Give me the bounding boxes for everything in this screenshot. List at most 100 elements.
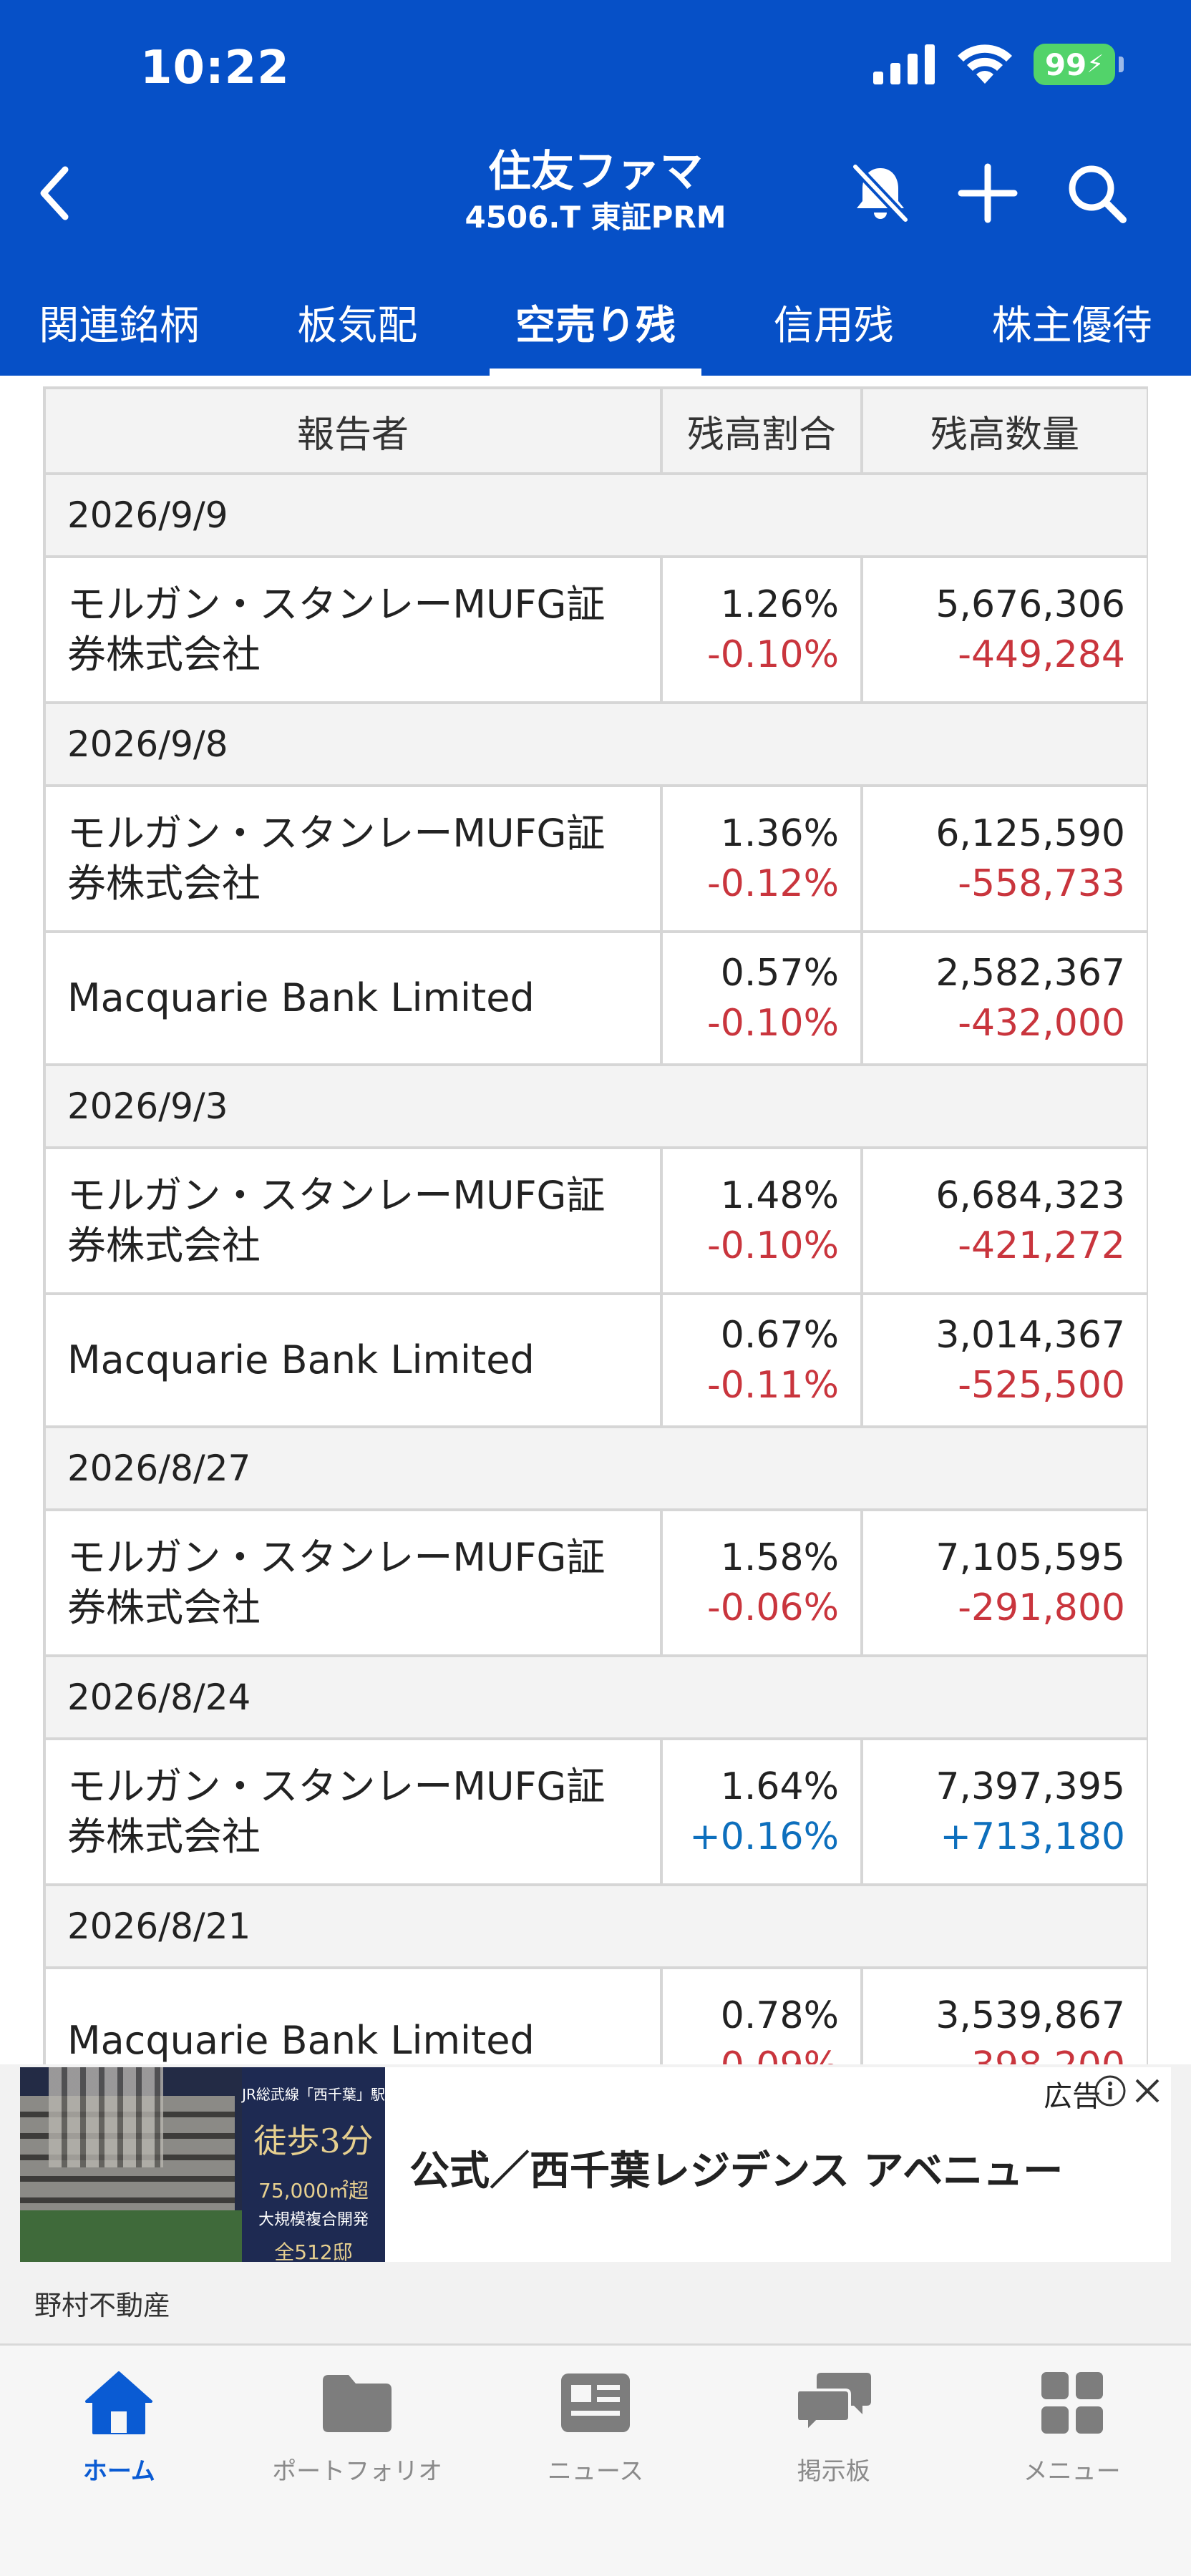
folder-icon [323,2375,392,2432]
date-row: 2026/8/27 [43,1425,1148,1511]
ad-info-icon[interactable] [1094,2074,1127,2107]
nav-portfolio[interactable]: ポートフォリオ [238,2346,477,2576]
ratio-change: -0.12% [707,862,839,905]
ratio-value: 0.78% [720,1994,839,2037]
ad-image[interactable]: JR総武線「西千葉」駅 徒歩3分 75,000㎡超 大規模複合開発 全512邸 [20,2067,385,2262]
nav-menu-label: メニュー [1023,2457,1121,2486]
ratio-cell: 0.67% -0.11% [660,1292,863,1428]
ad-image-development: 大規模複合開発 [258,2211,369,2229]
table-row[interactable]: Macquarie Bank Limited 0.78% -0.09% 3,539… [43,1966,1148,2064]
date-label: 2026/8/21 [43,1883,1148,1969]
date-row: 2026/8/21 [43,1883,1148,1969]
table-row[interactable]: モルガン・スタンレーMUFG証券株式会社 1.36% -0.12% 6,125,5… [43,784,1148,933]
ratio-cell: 1.36% -0.12% [660,784,863,933]
quantity-change: -398,200 [863,2041,1125,2064]
nav-home[interactable]: ホーム [0,2346,238,2576]
tab-short-selling[interactable]: 空売り残 [477,279,715,376]
reporter-name: モルガン・スタンレーMUFG証券株式会社 [43,555,663,704]
reporter-name: モルガン・スタンレーMUFG証券株式会社 [43,1508,663,1657]
date-row: 2026/9/3 [43,1063,1148,1149]
quantity-value: 6,125,590 [935,812,1125,855]
notification-off-button[interactable] [845,157,916,229]
quantity-value: 6,684,323 [935,1174,1125,1217]
quantity-change: -525,500 [958,1364,1125,1407]
quantity-value: 2,582,367 [935,952,1125,995]
ad-image-station: JR総武線「西千葉」駅 [242,2086,385,2103]
ad-title[interactable]: 公式／西千葉レジデンス アベニュー [409,2148,1064,2195]
stock-code: 4506.T 東証PRM [465,200,726,235]
reporter-name: モルガン・スタンレーMUFG証券株式会社 [43,1146,663,1295]
quantity-change: -421,272 [958,1224,1125,1267]
search-icon [1069,165,1127,223]
bell-off-icon [851,163,910,223]
date-row: 2026/8/24 [43,1654,1148,1740]
ad-image-units: 全512邸 [274,2240,353,2262]
news-icon [560,2373,630,2432]
tab-related[interactable]: 関連銘柄 [39,303,200,349]
date-row: 2026/9/9 [43,472,1148,558]
battery-level: 99 [1044,47,1087,82]
quantity-value: 7,105,595 [935,1536,1125,1579]
table-row[interactable]: モルガン・スタンレーMUFG証券株式会社 1.64% +0.16% 7,397,3… [43,1737,1148,1886]
table-row[interactable]: モルガン・スタンレーMUFG証券株式会社 1.48% -0.10% 6,684,3… [43,1146,1148,1295]
tab-margin[interactable]: 信用残 [773,303,894,349]
ad-image-panel: JR総武線「西千葉」駅 徒歩3分 75,000㎡超 大規模複合開発 全512邸 [242,2067,385,2262]
quantity-change: -291,800 [958,1586,1125,1629]
ratio-value: 1.58% [720,1536,839,1579]
column-header-ratio: 残高割合 [660,386,863,475]
ad-banner[interactable]: JR総武線「西千葉」駅 徒歩3分 75,000㎡超 大規模複合開発 全512邸 … [0,2064,1191,2343]
quantity-cell: 6,125,590 -558,733 [860,784,1148,933]
battery-indicator: 99 ⚡ [1034,44,1124,85]
search-button[interactable] [1061,157,1132,229]
table-header-row: 報告者 残高割合 残高数量 [43,386,1148,475]
stock-title: 住友ファマ 4506.T 東証PRM [0,145,1191,236]
ratio-cell: 1.58% -0.06% [660,1508,863,1657]
quantity-change: -558,733 [958,862,1125,905]
date-label: 2026/9/3 [43,1063,1148,1149]
nav-home-label: ホーム [82,2457,155,2486]
reporter-name: Macquarie Bank Limited [43,1292,663,1428]
quantity-change: -432,000 [958,1002,1125,1045]
date-label: 2026/8/27 [43,1425,1148,1511]
ratio-value: 1.26% [720,583,839,626]
short-position-table-container[interactable]: 報告者 残高割合 残高数量 2026/9/9 モルガン・スタンレーMUFG証券株… [43,386,1148,2064]
tab-order-book[interactable]: 板気配 [297,303,418,349]
reporter-name: モルガン・スタンレーMUFG証券株式会社 [43,784,663,933]
chat-icon [794,2373,871,2435]
ad-label: 広告 [1044,2080,1101,2113]
ratio-cell: 1.26% -0.10% [660,555,863,704]
tab-shareholder-benefits[interactable]: 株主優待 [991,303,1152,349]
date-label: 2026/9/8 [43,701,1148,787]
ad-building-graphic [49,2067,163,2167]
ad-title-area[interactable]: 公式／西千葉レジデンス アベニュー 広告 [385,2067,1171,2262]
table-row[interactable]: Macquarie Bank Limited 0.67% -0.11% 3,014… [43,1292,1148,1428]
ratio-value: 1.48% [720,1174,839,1217]
table-row[interactable]: モルガン・スタンレーMUFG証券株式会社 1.58% -0.06% 7,105,5… [43,1508,1148,1657]
nav-portfolio-label: ポートフォリオ [272,2457,443,2486]
quantity-cell: 5,676,306 -449,284 [860,555,1148,704]
status-icons: 99 ⚡ [873,43,1124,86]
nav-news-label: ニュース [547,2457,644,2486]
ad-image-walk: 徒歩3分 [253,2122,374,2160]
ad-close-icon[interactable] [1131,2074,1164,2107]
bottom-nav: ホーム ポートフォリオ ニュース 掲示板 [0,2343,1191,2576]
date-label: 2026/9/9 [43,472,1148,558]
quantity-cell: 2,582,367 -432,000 [860,930,1148,1066]
nav-board[interactable]: 掲示板 [714,2346,953,2576]
wifi-icon [958,44,1012,84]
ratio-change: -0.09% [663,2041,839,2064]
add-button[interactable] [952,157,1024,229]
quantity-value: 3,014,367 [935,1314,1125,1357]
stock-name: 住友ファマ [488,147,703,197]
nav-menu[interactable]: メニュー [953,2346,1191,2576]
ratio-cell: 1.48% -0.10% [660,1146,863,1295]
reporter-name: Macquarie Bank Limited [43,930,663,1066]
table-row[interactable]: Macquarie Bank Limited 0.57% -0.10% 2,582… [43,930,1148,1066]
back-button[interactable] [29,157,79,229]
reporter-name: モルガン・スタンレーMUFG証券株式会社 [43,1737,663,1886]
nav-news[interactable]: ニュース [477,2346,715,2576]
quantity-change: -449,284 [958,633,1125,676]
ratio-value: 1.36% [720,812,839,855]
ratio-value: 0.67% [720,1314,839,1357]
table-row[interactable]: モルガン・スタンレーMUFG証券株式会社 1.26% -0.10% 5,676,3… [43,555,1148,704]
